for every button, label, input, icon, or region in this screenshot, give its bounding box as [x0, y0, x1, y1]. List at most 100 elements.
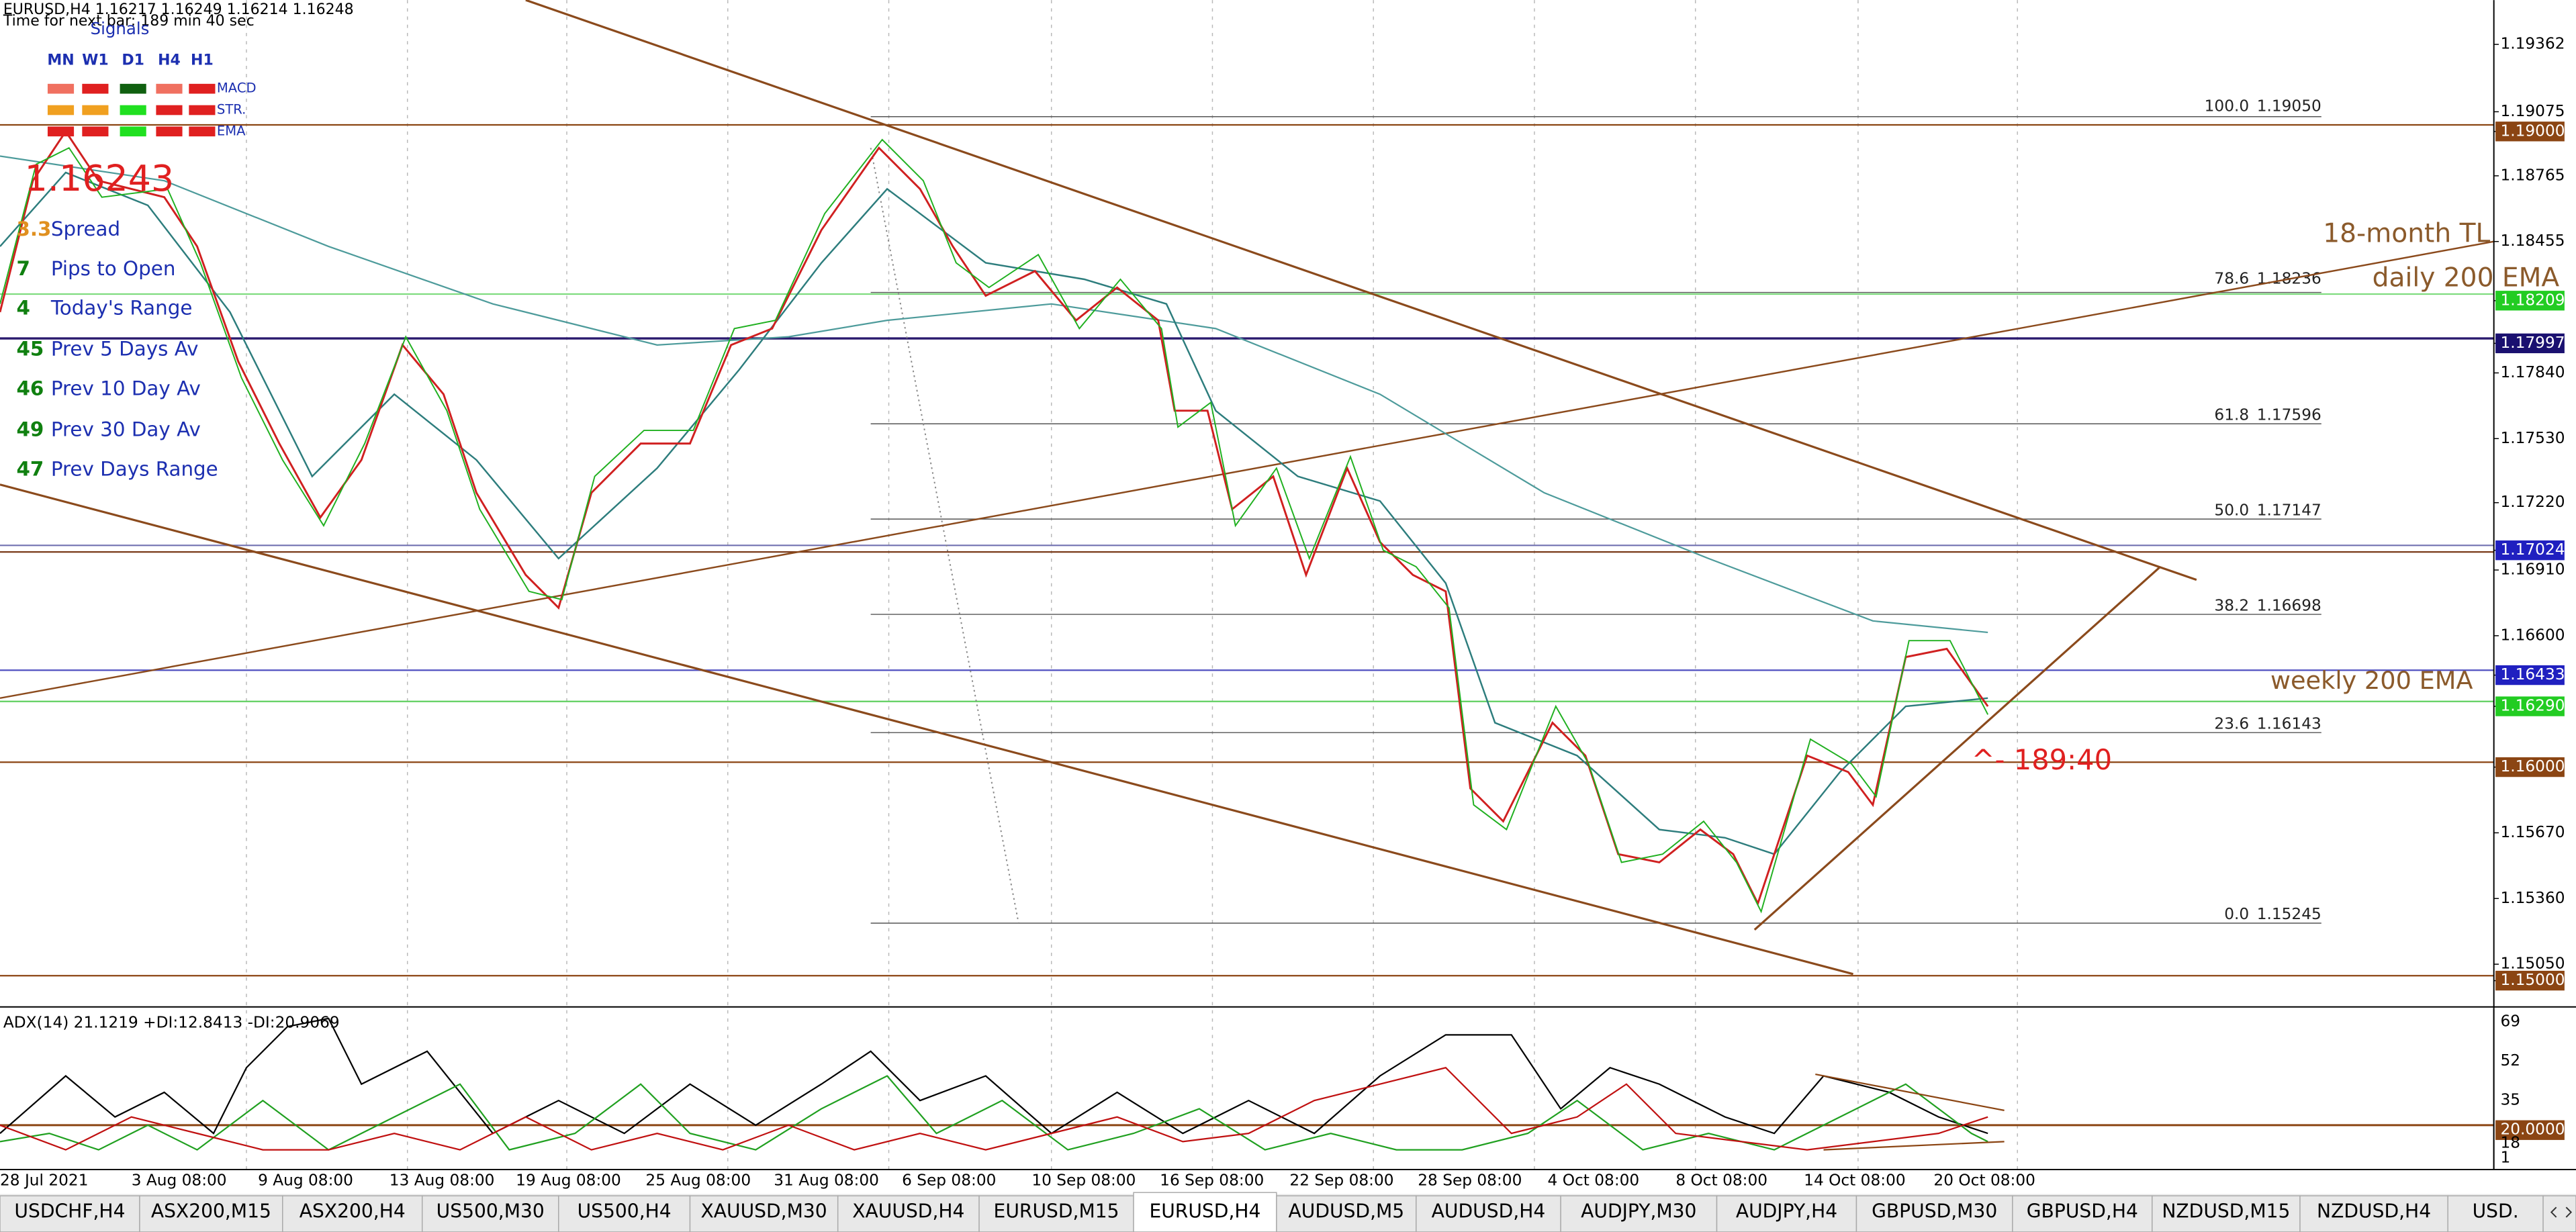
annotation: 18-month TL: [2323, 218, 2490, 248]
symbol-line: EURUSD,H4 1.16217 1.16249 1.16214 1.1624…: [3, 1, 354, 18]
signal-row: STR.: [217, 101, 246, 117]
price-tag: [2495, 665, 2565, 685]
trendline: [0, 483, 1853, 976]
info-value: 49: [16, 418, 44, 441]
info-value: 3.3: [16, 218, 51, 240]
tab-label[interactable]: NZDUSD,H4: [2317, 1200, 2431, 1223]
price-tag: [2495, 291, 2565, 311]
date-label: 6 Sep 08:00: [902, 1172, 996, 1190]
tab[interactable]: [1416, 1195, 1561, 1232]
annotation: ^- 189:40: [1972, 743, 2112, 776]
signal-cell: [47, 105, 75, 115]
timeframe: MN: [47, 52, 74, 69]
tab[interactable]: [1716, 1195, 1857, 1232]
price-label: 1.17840: [2500, 363, 2565, 381]
tab-label[interactable]: EURUSD,M15: [994, 1200, 1119, 1223]
signal-cell: [82, 105, 109, 115]
adx: [0, 1017, 1988, 1135]
date-label: 28 Jul 2021: [0, 1172, 89, 1190]
price-label: 1.17220: [2500, 493, 2565, 511]
ma-200: [0, 155, 1988, 634]
tab-label[interactable]: AUDJPY,M30: [1581, 1200, 1696, 1223]
tab-label[interactable]: AUDUSD,M5: [1289, 1200, 1405, 1223]
tab[interactable]: [1133, 1192, 1277, 1232]
tab[interactable]: [2152, 1195, 2301, 1232]
tab-label[interactable]: GBPUSD,M30: [1872, 1200, 1997, 1223]
tab[interactable]: [0, 1195, 140, 1232]
info-label: Spread: [51, 218, 120, 240]
tab-label[interactable]: NZDUSD,M15: [2162, 1200, 2290, 1223]
tab[interactable]: [139, 1195, 283, 1232]
tab-label[interactable]: ASX200,H4: [300, 1200, 406, 1223]
price-label: 1.15000: [2500, 971, 2565, 989]
tab-label[interactable]: USD.: [2473, 1200, 2519, 1223]
price-label: 1.17530: [2500, 429, 2565, 447]
fib-level: 100.0: [2205, 97, 2250, 115]
price-tag: [2495, 696, 2565, 716]
signal-cell: [120, 126, 146, 137]
tab-label[interactable]: EURUSD,H4: [1149, 1200, 1260, 1223]
info-value: 7: [16, 257, 30, 280]
info-label: Prev Days Range: [51, 457, 218, 480]
tab[interactable]: [1560, 1195, 1718, 1232]
tab[interactable]: [1276, 1195, 1417, 1232]
info-label: Prev 5 Days Av: [51, 338, 199, 361]
signal-cell: [120, 105, 146, 115]
trendline: [0, 240, 2494, 700]
tab[interactable]: [558, 1195, 691, 1232]
tabs: USDCHF,H4 ASX200,M15 ASX200,H4 US500,M30 US5…: [0, 1192, 2576, 1232]
price-label: 1.15360: [2500, 889, 2565, 907]
tab[interactable]: [837, 1195, 980, 1232]
fib-price: 1.16698: [2257, 596, 2321, 614]
tab[interactable]: [689, 1195, 839, 1232]
level-tag: [2495, 1120, 2565, 1140]
price-series: [0, 130, 1989, 914]
signal-row: EMA: [217, 123, 246, 138]
tab-label[interactable]: US500,M30: [436, 1200, 545, 1223]
price-label: 1.17997: [2500, 334, 2565, 352]
tab[interactable]: [2447, 1195, 2544, 1232]
adx-axis-bg: [2493, 1008, 2576, 1170]
tab[interactable]: [1855, 1195, 2013, 1232]
plus-di: [0, 1075, 1988, 1151]
info-label: Today's Range: [50, 297, 193, 320]
tab-scroll-arrows[interactable]: [2550, 1206, 2573, 1218]
fib-price: 1.15245: [2257, 905, 2321, 923]
tab-label[interactable]: USDCHF,H4: [14, 1200, 125, 1223]
timeframe: D1: [122, 52, 144, 69]
price-tag: [2495, 540, 2565, 561]
price-tag: [2495, 333, 2565, 354]
timeframe: W1: [82, 52, 109, 69]
fib-level: 78.6: [2214, 269, 2249, 287]
tab-label[interactable]: GBPUSD,H4: [2027, 1200, 2138, 1223]
fib-level: 61.8: [2214, 406, 2249, 424]
fib-anchor: [870, 148, 1019, 924]
tab-label[interactable]: AUDJPY,H4: [1736, 1200, 1837, 1223]
tab-label[interactable]: XAUUSD,H4: [852, 1200, 964, 1223]
price: [0, 130, 1989, 906]
tab-label[interactable]: XAUUSD,M30: [700, 1200, 827, 1223]
date-label: 4 Oct 08:00: [1548, 1172, 1640, 1190]
price-axis: 1.19362 1.19075 1.19000 1.18765 1.18455 1.182…: [2493, 35, 2565, 991]
signal-cell: [156, 83, 183, 94]
tab-label[interactable]: US500,H4: [578, 1200, 672, 1223]
tab[interactable]: [978, 1195, 1134, 1232]
tab-scroll[interactable]: [2542, 1195, 2576, 1232]
timeframe: H1: [191, 52, 214, 69]
timer: Time for next bar: 189 min 40 sec: [3, 13, 255, 30]
trendline: [525, 0, 2197, 581]
price-label: 1.17024: [2500, 540, 2565, 559]
tab-label[interactable]: AUDUSD,H4: [1432, 1200, 1546, 1223]
tab[interactable]: [282, 1195, 423, 1232]
price-tag: [2495, 757, 2565, 777]
adx-trendlines: [1815, 1073, 2005, 1151]
fib-price: 1.17596: [2257, 406, 2321, 424]
date-label: 19 Aug 08:00: [516, 1172, 621, 1190]
signal-cell: [156, 105, 183, 115]
tab-label[interactable]: ASX200,M15: [151, 1200, 271, 1223]
price-shadow: [0, 138, 1989, 914]
indicator-label: 1: [2500, 1148, 2510, 1166]
levels: [0, 124, 2494, 977]
